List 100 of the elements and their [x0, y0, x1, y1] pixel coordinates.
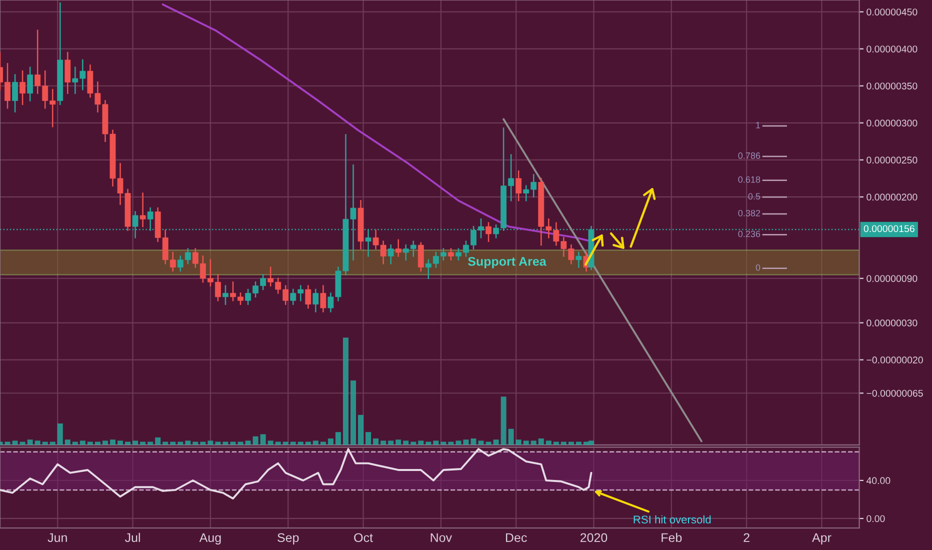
- bar: [576, 442, 582, 445]
- x-tick-label: Nov: [430, 533, 452, 542]
- x-tick-label: Aug: [199, 533, 221, 545]
- bar: [192, 442, 198, 445]
- bar: [72, 442, 78, 445]
- candlestick: [395, 239, 402, 257]
- y-tick-label: 0.00000300: [866, 120, 918, 127]
- bar: [238, 442, 244, 445]
- bar: [335, 432, 341, 445]
- y-tick-label: −0.00000020: [866, 356, 923, 364]
- ref-line-label: 0.00000156: [864, 225, 914, 232]
- bar: [57, 423, 63, 445]
- bar: [403, 440, 409, 445]
- bar: [463, 440, 469, 445]
- bar: [64, 440, 70, 445]
- bar: [516, 440, 522, 445]
- bar: [568, 442, 574, 445]
- bar: [500, 396, 506, 445]
- x-tick-label: Dec: [506, 533, 527, 542]
- bar: [493, 440, 499, 445]
- annotation: 0.618: [738, 176, 760, 183]
- bar: [426, 442, 432, 445]
- bar: [350, 380, 356, 445]
- bar: [34, 440, 40, 445]
- candlestick: [576, 252, 582, 268]
- y-tick-label: 0.00000250: [866, 156, 918, 164]
- bar: [102, 440, 108, 445]
- x-tick-label: Oct: [354, 533, 373, 542]
- bar: [94, 442, 100, 445]
- candlestick: [140, 192, 146, 228]
- bar: [222, 442, 228, 445]
- bar: [87, 442, 93, 445]
- annotation: 0.5: [748, 193, 760, 200]
- bar: [478, 440, 484, 445]
- x-tick-label: Feb: [662, 532, 682, 542]
- candlestick: [320, 285, 326, 312]
- bar: [110, 440, 116, 445]
- bar: [50, 442, 56, 445]
- y-tick-label: 0.00000450: [866, 8, 918, 16]
- candlestick: [486, 222, 492, 242]
- bar: [132, 440, 138, 445]
- bar: [27, 440, 33, 445]
- bar: [328, 438, 334, 445]
- bar: [268, 440, 274, 445]
- y-tick-label: 0.00000090: [866, 275, 918, 282]
- bar: [162, 442, 168, 445]
- bar: [433, 440, 439, 445]
- y-tick-label: 0.00000350: [866, 82, 918, 90]
- bar: [538, 438, 544, 445]
- bar: [282, 442, 288, 445]
- annotation: 1: [756, 122, 760, 128]
- bar: [140, 442, 146, 445]
- candlestick: [27, 66, 34, 102]
- bar: [20, 442, 26, 445]
- candlestick: [222, 285, 228, 305]
- bar: [410, 442, 416, 445]
- x-tick-label: Sep: [278, 533, 299, 545]
- bar: [523, 440, 529, 445]
- bar: [388, 440, 394, 445]
- line-series: [0, 448, 592, 500]
- bar: [200, 442, 206, 445]
- bar: [245, 440, 251, 445]
- bar: [275, 442, 281, 445]
- candlestick: [448, 248, 454, 260]
- bar: [560, 442, 566, 445]
- bar: [530, 440, 536, 445]
- bar: [12, 440, 18, 445]
- candlestick: [12, 74, 18, 112]
- bar: [215, 442, 221, 445]
- bar: [418, 440, 424, 445]
- candlestick: [20, 70, 26, 106]
- bar: [366, 432, 372, 445]
- candlestick: [305, 285, 312, 309]
- y-tick-label: 0.00000400: [866, 46, 918, 52]
- candlestick: [64, 52, 71, 94]
- annotation: 0: [756, 264, 760, 271]
- bar: [342, 338, 348, 445]
- candlestick: [388, 244, 394, 264]
- bar: [486, 442, 492, 445]
- bar: [125, 442, 131, 445]
- bar: [456, 440, 462, 445]
- bar: [80, 440, 86, 445]
- annotation: 0.236: [738, 230, 760, 238]
- bar: [260, 434, 266, 445]
- y-tick-label: 0.00000030: [866, 320, 918, 326]
- bar: [470, 438, 476, 445]
- bar: [4, 442, 10, 445]
- bar: [448, 442, 454, 445]
- bar: [305, 442, 311, 445]
- y-tick-label: 0.00000200: [866, 194, 918, 201]
- bar: [208, 440, 214, 445]
- bar: [358, 414, 364, 445]
- bar: [155, 437, 161, 445]
- bar: [170, 442, 176, 445]
- candlestick: [516, 170, 522, 202]
- bar: [508, 428, 514, 445]
- bar: [380, 440, 386, 445]
- candlestick: [312, 288, 319, 312]
- annotation: 0.382: [738, 210, 760, 216]
- bar: [312, 440, 318, 445]
